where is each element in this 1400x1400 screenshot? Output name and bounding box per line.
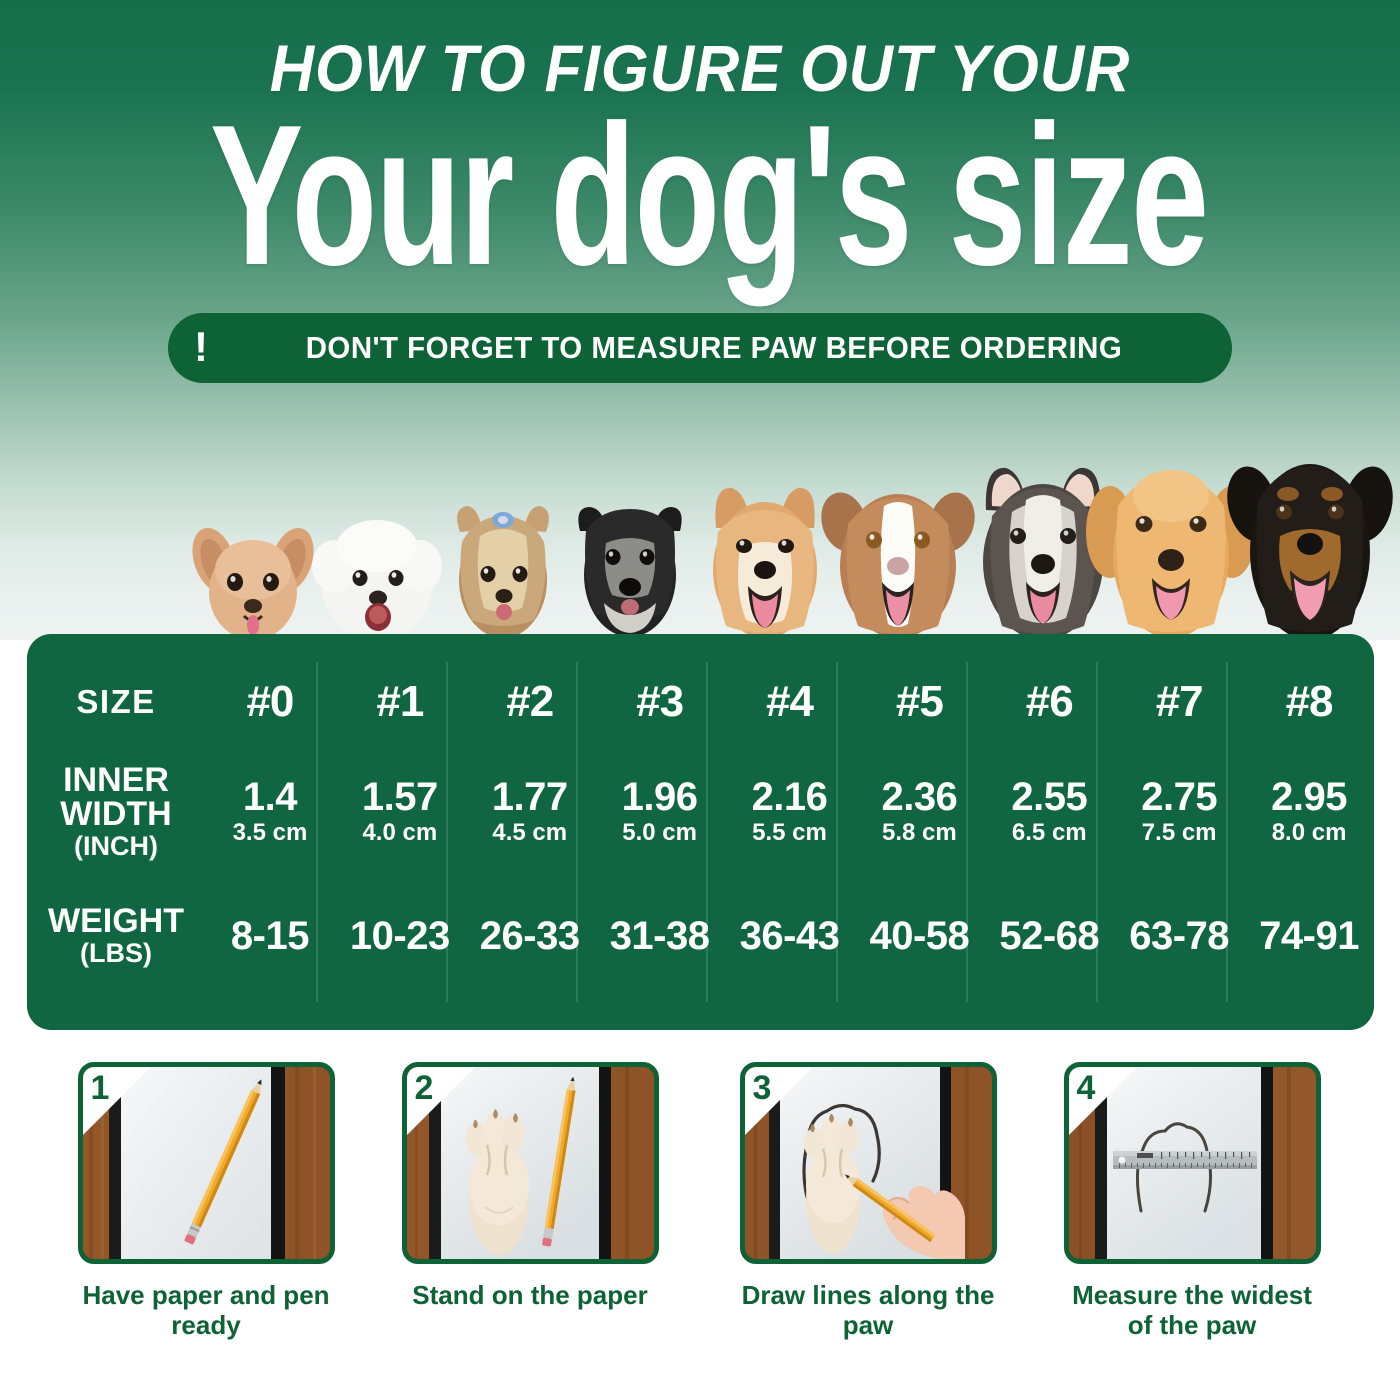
- step-2: 2 Stand on the paper: [390, 1062, 670, 1310]
- column-divider: [446, 662, 448, 1002]
- dog-breed-row: [0, 410, 1400, 640]
- table-cell-size-7: #7: [1155, 677, 1204, 726]
- table-cell-weight-5: 40-58: [869, 913, 970, 958]
- table-cell-weight-3: 31-38: [609, 913, 710, 958]
- table-cell-size-3: #3: [636, 677, 684, 726]
- column-divider: [1226, 662, 1228, 1002]
- table-cell-weight-4: 36-43: [739, 913, 840, 958]
- table-cell-weight-0: 8-15: [230, 913, 310, 958]
- dog-photo-schnauzer: [560, 495, 700, 640]
- table-cell-weight-6: 52-68: [999, 913, 1100, 958]
- step-4: 4 Measure the widest of the paw: [1052, 1062, 1332, 1340]
- dog-photo-bichon-frise: [310, 512, 445, 640]
- page-title: Your dog's size: [210, 84, 1209, 307]
- table-cell-weight-2: 26-33: [479, 913, 580, 958]
- table-cell-width-6: 2.55 6.5 cm: [1011, 775, 1088, 846]
- step-1-photo-frame: 1: [77, 1062, 335, 1264]
- row-header-size: SIZE: [76, 683, 156, 720]
- column-divider: [576, 662, 578, 1002]
- table-cell-width-1: 1.57 4.0 cm: [361, 775, 438, 846]
- dog-photo-alaskan-malamute: [962, 458, 1124, 640]
- size-chart-table: SIZE #0 #1 #2 #3 #4 #5 #6 #7 #8 INNER WI…: [27, 634, 1374, 1030]
- column-divider: [706, 662, 708, 1002]
- table-cell-size-4: #4: [766, 677, 814, 726]
- table-cell-width-4: 2.16 5.5 cm: [751, 775, 828, 846]
- column-divider: [1096, 662, 1098, 1002]
- table-cell-size-6: #6: [1025, 677, 1074, 726]
- step-4-number-badge: 4: [1068, 1067, 1141, 1139]
- table-cell-weight-7: 63-78: [1129, 913, 1230, 958]
- dog-photo-chihuahua: [188, 520, 318, 640]
- table-cell-width-0: 1.4 3.5 cm: [232, 775, 308, 846]
- table-cell-width-3: 1.96 5.0 cm: [621, 775, 698, 846]
- step-4-photo-frame: 4: [1063, 1062, 1321, 1264]
- step-2-caption: Stand on the paper: [412, 1280, 648, 1310]
- step-3-photo-frame: 3: [739, 1062, 997, 1264]
- table-cell-size-2: #2: [506, 677, 554, 726]
- table-cell-size-8: #8: [1285, 677, 1334, 726]
- hero-header: HOW TO FIGURE OUT YOUR Your dog's size !…: [0, 0, 1400, 640]
- dog-photo-yorkshire-terrier: [438, 502, 568, 640]
- table-cell-width-8: 2.95 8.0 cm: [1271, 775, 1347, 846]
- header-kicker: HOW TO FIGURE OUT YOUR: [269, 31, 1131, 105]
- column-divider: [836, 662, 838, 1002]
- step-3-number-badge: 3: [744, 1067, 817, 1139]
- dog-photo-golden-retriever: [1086, 450, 1256, 640]
- step-4-caption: Measure the widest of the paw: [1072, 1280, 1312, 1340]
- dog-photo-shiba-inu: [690, 482, 840, 640]
- dog-photo-rottweiler: [1226, 440, 1394, 640]
- step-3: 3 Draw lines along the paw: [728, 1062, 1008, 1340]
- row-header-inner-width: INNER WIDTH (INCH): [60, 761, 172, 861]
- step-3-caption: Draw lines along the paw: [741, 1280, 995, 1340]
- measure-notice-banner: ! DON'T FORGET TO MEASURE PAW BEFORE ORD…: [168, 313, 1232, 383]
- step-2-number-badge: 2: [406, 1067, 479, 1139]
- table-cell-width-2: 1.77 4.5 cm: [491, 775, 568, 846]
- table-cell-weight-1: 10-23: [349, 913, 450, 958]
- column-divider: [316, 662, 318, 1002]
- table-cell-width-5: 2.36 5.8 cm: [881, 775, 958, 846]
- step-1: 1 Have paper and pen ready: [66, 1062, 346, 1340]
- measuring-steps: 1 Have paper and pen ready: [0, 1062, 1400, 1400]
- step-2-photo-frame: 2: [401, 1062, 659, 1264]
- table-cell-size-0: #0: [246, 677, 294, 726]
- table-cell-width-7: 2.75 7.5 cm: [1141, 775, 1218, 846]
- row-header-weight: WEIGHT (LBS): [48, 902, 184, 968]
- measure-notice-text: DON'T FORGET TO MEASURE PAW BEFORE ORDER…: [305, 330, 1123, 365]
- column-divider: [966, 662, 968, 1002]
- exclamation-icon: !: [194, 322, 208, 370]
- table-cell-size-5: #5: [895, 677, 944, 726]
- step-1-number-badge: 1: [82, 1067, 155, 1139]
- step-1-caption: Have paper and pen ready: [82, 1280, 330, 1340]
- table-cell-size-1: #1: [376, 677, 424, 726]
- table-cell-weight-8: 74-91: [1259, 913, 1359, 958]
- dog-photo-australian-shepherd: [818, 470, 978, 640]
